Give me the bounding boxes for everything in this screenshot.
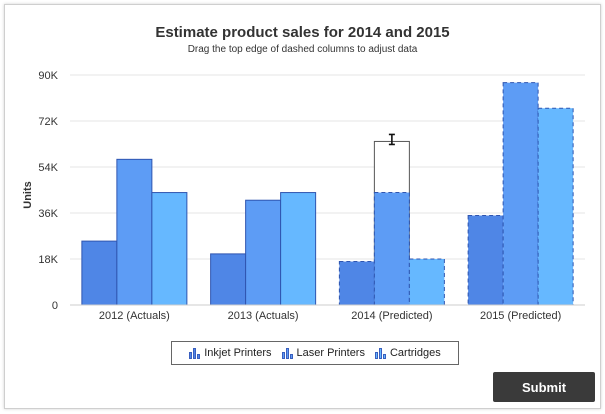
legend-item[interactable]: Cartridges <box>374 347 441 359</box>
bar-chart-icon <box>281 347 293 359</box>
bar <box>245 199 282 306</box>
y-axis-label: Units <box>22 181 34 209</box>
y-tick-label: 36K <box>38 208 58 220</box>
y-tick-label: 90K <box>38 70 58 82</box>
bar <box>116 158 153 306</box>
x-tick-label: 2014 (Predicted) <box>351 310 432 322</box>
bar[interactable] <box>338 261 375 306</box>
legend-item[interactable]: Laser Printers <box>281 347 365 359</box>
y-tick-label: 0 <box>52 300 58 312</box>
bar <box>81 240 118 306</box>
bar-chart-icon <box>374 347 386 359</box>
x-tick-label: 2015 (Predicted) <box>480 310 561 322</box>
submit-button[interactable]: Submit <box>493 372 595 402</box>
legend-item[interactable]: Inkjet Printers <box>189 347 272 359</box>
bar[interactable] <box>408 258 445 306</box>
bar[interactable] <box>537 107 574 306</box>
bar <box>280 192 317 306</box>
bar[interactable] <box>467 215 504 306</box>
chart-legend: Inkjet Printers Laser Printers Cartridges <box>171 341 459 365</box>
chart-subtitle: Drag the top edge of dashed columns to a… <box>187 44 418 55</box>
x-tick-label: 2012 (Actuals) <box>99 310 170 322</box>
x-tick-label: 2013 (Actuals) <box>228 310 299 322</box>
chart-title: Estimate product sales for 2014 and 2015 <box>155 24 450 41</box>
legend-label: Inkjet Printers <box>204 347 272 359</box>
bar <box>210 253 247 306</box>
bar[interactable] <box>373 192 410 306</box>
y-tick-label: 54K <box>38 162 58 174</box>
y-tick-label: 18K <box>38 254 58 266</box>
legend-label: Laser Printers <box>296 347 365 359</box>
legend-label: Cartridges <box>389 347 441 359</box>
bar-chart-icon <box>189 347 201 359</box>
bar <box>151 192 188 306</box>
bar[interactable] <box>502 82 539 306</box>
y-tick-label: 72K <box>38 116 58 128</box>
